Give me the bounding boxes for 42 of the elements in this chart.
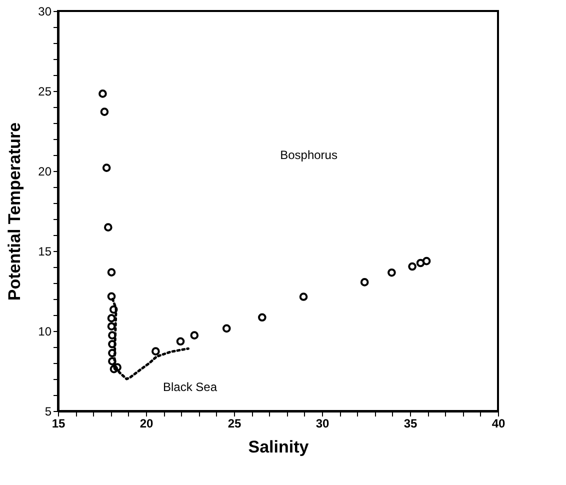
- point: [408, 262, 416, 271]
- annotation: Black Sea: [162, 380, 218, 394]
- annotation: Bosphorus: [280, 148, 338, 162]
- point: [108, 331, 116, 340]
- point: [113, 363, 122, 372]
- y-tick-label: 5: [44, 404, 52, 418]
- y-tick-label: 25: [38, 84, 52, 98]
- y-tick-label: 30: [38, 4, 52, 18]
- point: [100, 108, 109, 116]
- x-tick-label: 20: [140, 416, 154, 430]
- point: [98, 90, 107, 98]
- x-tick-label: 15: [52, 416, 66, 430]
- point: [416, 258, 425, 268]
- point: [388, 268, 396, 277]
- point: [108, 357, 116, 366]
- point: [176, 337, 185, 346]
- point: [109, 305, 118, 314]
- y-axis-title: Potential Temperature: [5, 122, 24, 301]
- x-tick-label: 30: [316, 416, 330, 430]
- point: [360, 278, 369, 286]
- x-tick-label: 25: [228, 416, 242, 430]
- point: [222, 324, 231, 333]
- point: [110, 364, 118, 374]
- x-tick-label: 40: [492, 416, 506, 430]
- x-axis-title: Salinity: [248, 438, 310, 456]
- y-tick-label: 10: [38, 324, 52, 338]
- point: [107, 292, 116, 301]
- y-tick-label: 20: [38, 164, 52, 178]
- point: [422, 256, 431, 266]
- point: [104, 223, 112, 232]
- point: [107, 268, 116, 276]
- point: [190, 331, 199, 340]
- point: [108, 348, 116, 358]
- point: [108, 340, 116, 348]
- y-tick-label: 15: [38, 244, 52, 258]
- point: [258, 313, 266, 322]
- point: [102, 164, 111, 172]
- point: [152, 347, 160, 356]
- point: [107, 322, 116, 331]
- x-tick-label: 35: [404, 416, 418, 430]
- point: [107, 314, 116, 322]
- point: [299, 292, 308, 301]
